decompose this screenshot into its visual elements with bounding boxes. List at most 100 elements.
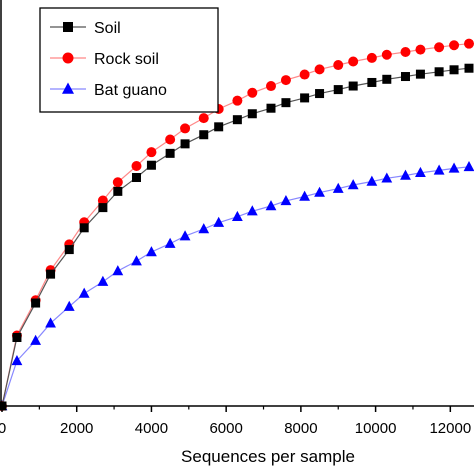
x-tick-label: 12000 <box>429 420 471 437</box>
series-soil <box>0 63 474 411</box>
point-bat-guano <box>400 169 411 180</box>
point-soil <box>199 130 209 140</box>
legend-item-bat-guano: Bat guano <box>50 82 167 99</box>
point-soil <box>415 69 425 79</box>
point-rock-soil <box>198 113 209 124</box>
point-soil <box>64 245 74 255</box>
point-bat-guano <box>78 287 90 298</box>
point-soil <box>449 65 459 75</box>
point-rock-soil <box>348 56 359 67</box>
x-tick-label: 6000 <box>209 420 242 437</box>
x-tick-label: 0 <box>0 420 6 437</box>
point-rock-soil <box>247 87 258 98</box>
point-soil <box>131 173 141 183</box>
point-rock-soil <box>146 147 157 158</box>
point-bat-guano <box>415 166 426 178</box>
legend-marker-bat-guano <box>62 82 74 94</box>
point-soil <box>434 67 444 77</box>
legend-label: Rock soil <box>94 51 159 68</box>
point-rock-soil <box>314 64 325 75</box>
point-rock-soil <box>232 95 243 106</box>
point-bat-guano <box>299 190 311 201</box>
point-rock-soil <box>131 161 142 172</box>
point-rock-soil <box>434 42 445 53</box>
point-bat-guano <box>97 275 109 286</box>
legend-marker-rock-soil <box>62 52 74 64</box>
point-bat-guano <box>231 210 243 221</box>
x-tick-label: 2000 <box>60 420 93 437</box>
legend-label: Bat guano <box>94 82 167 99</box>
legend-item-soil: Soil <box>50 20 121 37</box>
point-soil <box>98 203 108 213</box>
point-rock-soil <box>180 123 191 134</box>
point-bat-guano <box>448 162 460 173</box>
point-soil <box>348 81 358 91</box>
point-bat-guano <box>131 255 142 266</box>
point-bat-guano <box>332 182 344 193</box>
point-rock-soil <box>299 69 310 80</box>
point-bat-guano <box>63 300 75 311</box>
point-bat-guano <box>11 354 23 366</box>
point-rock-soil <box>415 44 426 55</box>
point-bat-guano <box>314 186 325 197</box>
point-bat-guano <box>146 246 157 257</box>
point-soil <box>300 93 310 103</box>
point-rock-soil <box>400 46 411 57</box>
point-bat-guano <box>463 160 474 172</box>
point-soil <box>315 89 325 99</box>
x-tick-label: 4000 <box>135 420 168 437</box>
point-soil <box>79 223 89 233</box>
point-bat-guano <box>265 200 277 211</box>
point-soil <box>333 85 343 95</box>
point-bat-guano <box>164 237 176 248</box>
point-soil <box>382 74 392 84</box>
x-axis-label: Sequences per sample <box>181 447 355 466</box>
point-rock-soil <box>97 195 108 206</box>
legend-item-rock-soil: Rock soil <box>50 51 159 68</box>
point-soil <box>266 103 276 113</box>
point-bat-guano <box>246 205 258 216</box>
legend: Soil Rock soil Bat guano <box>39 7 219 113</box>
point-rock-soil <box>366 52 377 63</box>
point-soil <box>12 332 22 342</box>
point-rock-soil <box>333 60 344 71</box>
point-bat-guano <box>433 164 445 175</box>
point-soil <box>400 72 410 82</box>
point-soil <box>165 148 175 158</box>
point-soil <box>113 186 123 196</box>
series-line-bat-guano <box>1 166 470 407</box>
series-bat-guano <box>0 160 474 411</box>
point-rock-soil <box>280 75 291 86</box>
point-rock-soil <box>165 134 176 145</box>
point-bat-guano <box>280 195 292 206</box>
point-soil <box>31 298 41 308</box>
point-soil <box>281 98 291 108</box>
plot-area <box>0 38 474 411</box>
point-soil <box>214 122 224 132</box>
x-tick-label: 10000 <box>355 420 397 437</box>
point-bat-guano <box>198 223 210 234</box>
point-bat-guano <box>366 175 378 186</box>
point-bat-guano <box>179 230 191 241</box>
point-rock-soil <box>464 38 474 49</box>
axes <box>0 0 474 407</box>
point-rock-soil <box>449 40 460 51</box>
point-rock-soil <box>112 177 123 188</box>
point-soil <box>46 269 56 279</box>
point-rock-soil <box>381 49 392 60</box>
x-ticks: 0 2000 4000 6000 8000 10000 12000 <box>0 406 471 437</box>
point-bat-guano <box>381 172 393 183</box>
point-soil <box>367 77 377 87</box>
point-rock-soil <box>265 81 276 92</box>
point-bat-guano <box>45 317 56 328</box>
point-soil <box>232 115 242 125</box>
point-bat-guano <box>347 179 359 190</box>
point-soil <box>146 160 156 170</box>
legend-label: Soil <box>94 20 121 37</box>
point-bat-guano <box>112 265 124 276</box>
x-tick-label: 8000 <box>284 420 317 437</box>
point-bat-guano <box>30 334 42 345</box>
point-soil <box>247 109 257 119</box>
point-bat-guano <box>213 216 225 227</box>
